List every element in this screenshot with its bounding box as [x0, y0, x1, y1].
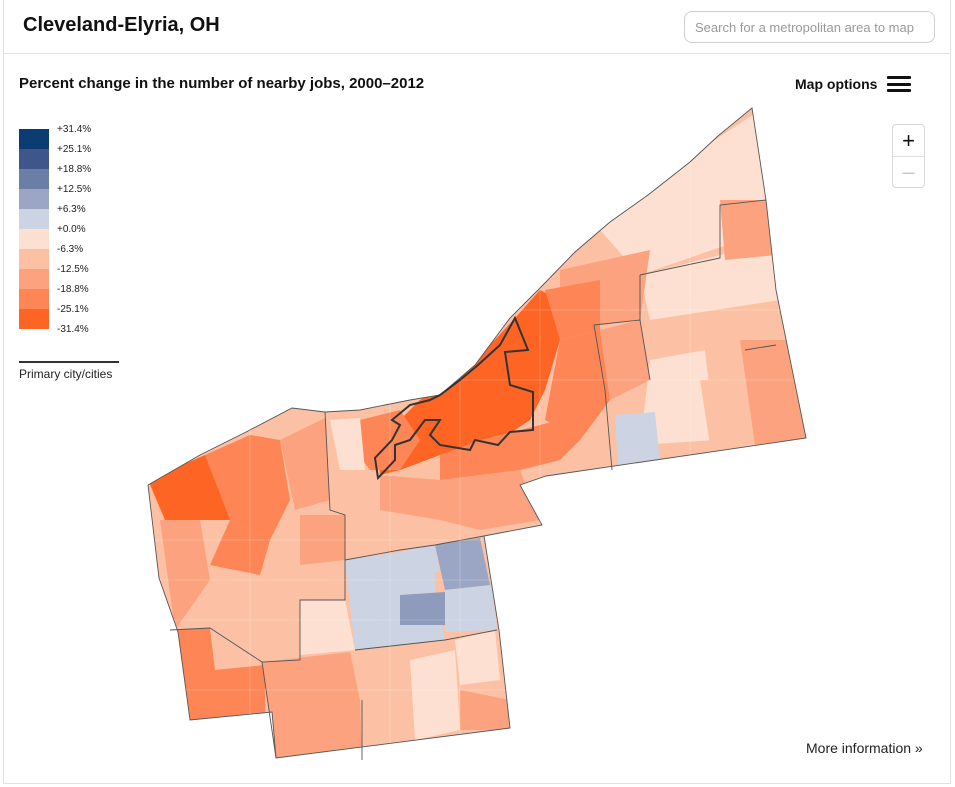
legend-label: +31.4% — [57, 124, 92, 135]
legend-label: -18.8% — [57, 284, 89, 295]
legend-swatch — [19, 209, 49, 229]
more-information-link[interactable]: More information » — [806, 740, 923, 756]
legend-label: +12.5% — [57, 184, 92, 195]
page-title: Cleveland-Elyria, OH — [23, 14, 220, 36]
legend-label: -25.1% — [57, 304, 89, 315]
legend-label: +6.3% — [57, 204, 86, 215]
legend-swatch — [19, 189, 49, 209]
header: Cleveland-Elyria, OH — [4, 0, 950, 54]
primary-city-label: Primary city/cities — [19, 367, 113, 381]
tract-fill-layer — [148, 108, 806, 758]
legend-swatch — [19, 229, 49, 249]
zoom-out-button[interactable]: – — [893, 156, 924, 187]
legend-label: +25.1% — [57, 144, 92, 155]
map-options-label: Map options — [795, 76, 878, 92]
legend-swatch — [19, 309, 49, 329]
legend-label: +0.0% — [57, 224, 86, 235]
map-options-button[interactable]: Map options — [795, 74, 912, 94]
legend-swatch — [19, 129, 49, 149]
county-boundaries — [147, 107, 807, 760]
legend-swatch — [19, 269, 49, 289]
primary-city-outline — [373, 315, 534, 481]
zoom-in-button[interactable]: + — [902, 127, 915, 153]
legend-label: +18.8% — [57, 164, 92, 175]
legend-label: -31.4% — [57, 324, 89, 335]
legend-swatch — [19, 169, 49, 189]
legend-swatch — [19, 289, 49, 309]
primary-city-line-icon — [19, 361, 119, 363]
legend-swatch — [19, 249, 49, 269]
legend-swatch — [19, 149, 49, 169]
legend-label: -6.3% — [57, 244, 84, 255]
legend-label: -12.5% — [57, 264, 89, 275]
search-input[interactable] — [684, 11, 935, 43]
hamburger-menu-icon — [887, 76, 912, 92]
zoom-control: + – — [892, 124, 925, 188]
map-subtitle: Percent change in the number of nearby j… — [19, 75, 425, 92]
